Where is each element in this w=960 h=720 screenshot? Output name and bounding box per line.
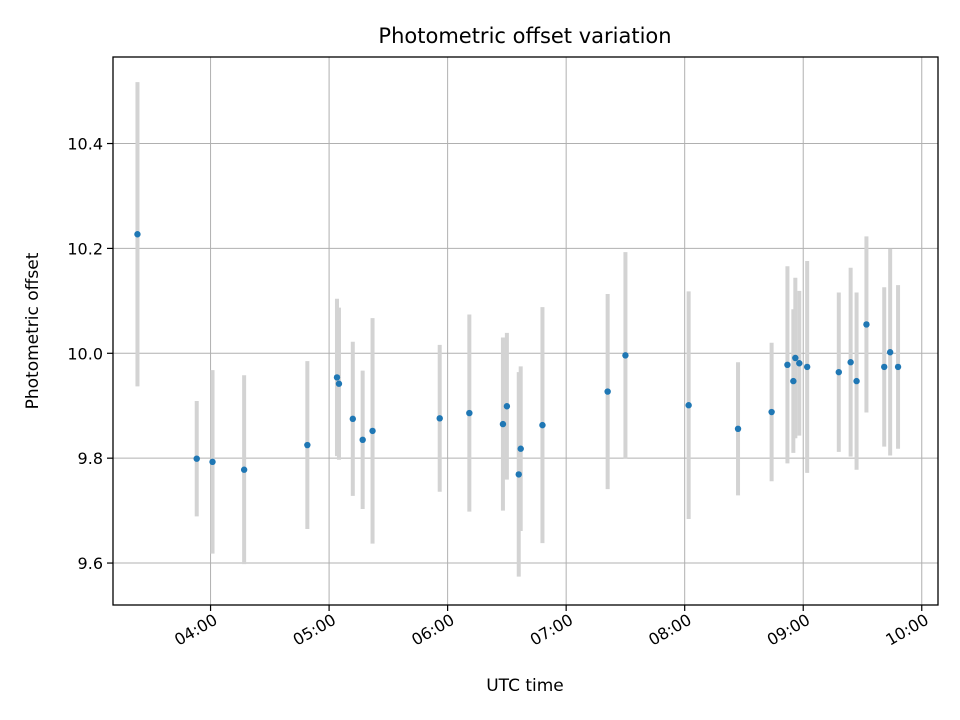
data-point [134, 231, 141, 238]
data-point [863, 321, 870, 328]
data-point [539, 421, 546, 429]
y-tick-label: 10.0 [67, 344, 103, 363]
data-point [193, 455, 200, 462]
data-point [796, 360, 803, 367]
data-point [503, 403, 511, 410]
data-point [886, 349, 894, 356]
data-point [466, 409, 473, 417]
y-axis-ticks: 9.6 9.8 10.0 10.2 10.4 [67, 135, 113, 573]
data-point [768, 408, 775, 416]
data-point [847, 359, 854, 366]
data-point [881, 363, 888, 371]
data-point [894, 363, 902, 371]
data-point [349, 415, 356, 423]
data-point [734, 425, 742, 433]
data-point [240, 466, 248, 473]
data-point [517, 445, 524, 452]
y-tick-label: 9.6 [78, 554, 103, 573]
data-point [359, 436, 366, 444]
data-point [499, 420, 507, 428]
data-point [790, 377, 797, 385]
data-point [622, 352, 629, 359]
x-axis-label: UTC time [486, 676, 564, 696]
data-point [835, 368, 842, 376]
data-point [685, 402, 692, 409]
data-point [333, 374, 341, 381]
data-point [803, 363, 811, 371]
data-points [134, 231, 902, 478]
chart-title: Photometric offset variation [378, 24, 671, 48]
data-point [604, 388, 611, 395]
data-point [853, 377, 860, 385]
y-tick-label: 10.2 [67, 239, 103, 258]
y-axis-label: Photometric offset [23, 252, 43, 409]
y-tick-label: 10.4 [67, 135, 103, 154]
data-point [784, 361, 791, 369]
data-point [792, 354, 799, 362]
data-point [304, 441, 311, 449]
data-point [436, 415, 443, 422]
data-point [335, 380, 343, 387]
data-point [209, 458, 216, 466]
data-point [369, 427, 376, 435]
y-tick-label: 9.8 [78, 449, 103, 468]
plot-frame [112, 56, 939, 606]
data-point [515, 471, 522, 478]
